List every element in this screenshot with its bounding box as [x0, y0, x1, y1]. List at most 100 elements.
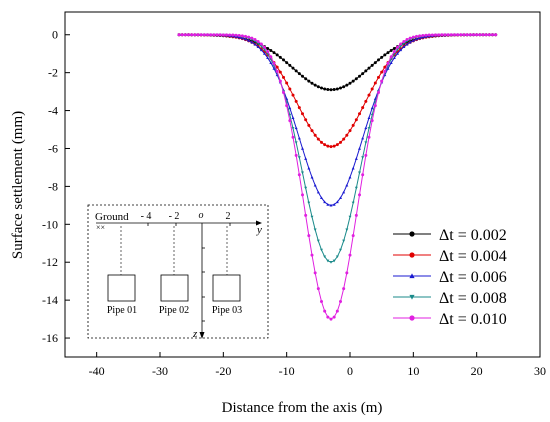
inset-tick-label: 2	[226, 211, 231, 222]
data-point	[221, 33, 225, 37]
series-path	[179, 34, 496, 91]
legend: Δt = 0.002 Δt = 0.004 Δt = 0.006 Δt = 0.008…	[393, 227, 507, 328]
data-point	[437, 33, 441, 37]
data-point	[240, 34, 244, 38]
data-point	[272, 61, 276, 65]
data-point	[456, 33, 460, 37]
data-point	[335, 309, 339, 313]
data-point	[256, 42, 260, 45]
data-point	[332, 259, 336, 263]
data-point	[310, 81, 314, 85]
data-point	[491, 33, 494, 37]
data-point	[323, 309, 327, 313]
legend-label: Δt = 0.004	[439, 248, 507, 265]
data-point	[326, 88, 330, 92]
y-tick-label: -4	[48, 104, 58, 118]
data-point	[272, 67, 276, 70]
inset-ground-hatch: ××	[96, 223, 105, 232]
data-point	[377, 58, 380, 62]
data-point	[313, 83, 317, 87]
data-point	[244, 37, 247, 41]
data-point	[364, 153, 368, 157]
data-point	[484, 33, 488, 37]
data-point	[335, 143, 339, 147]
data-point	[392, 56, 396, 60]
data-point	[358, 112, 361, 116]
y-tick-label: -10	[42, 217, 58, 231]
x-tick-label: -20	[215, 364, 231, 378]
data-point	[408, 36, 412, 40]
x-tick-label: 30	[534, 364, 546, 378]
inset-pipe-03	[212, 274, 241, 302]
data-point	[354, 186, 358, 190]
data-point	[339, 196, 342, 200]
data-point	[301, 171, 304, 175]
data-point	[402, 45, 406, 49]
inset-frame	[87, 204, 269, 339]
data-point	[307, 201, 311, 205]
data-point	[380, 70, 384, 74]
data-point	[339, 248, 342, 252]
data-point	[342, 239, 346, 243]
data-point	[199, 33, 203, 37]
data-point	[320, 140, 323, 144]
data-point	[294, 99, 298, 103]
data-point	[291, 93, 295, 97]
data-point	[323, 143, 327, 147]
data-point	[465, 33, 469, 37]
data-point	[313, 133, 317, 137]
data-point	[301, 74, 304, 78]
data-point	[206, 33, 209, 37]
data-point	[304, 213, 308, 217]
data-point	[361, 72, 365, 76]
inset-y-arrow	[256, 220, 262, 226]
data-point	[269, 61, 273, 65]
data-point	[275, 65, 279, 69]
data-point	[256, 39, 260, 43]
data-point	[377, 75, 380, 79]
data-point	[335, 255, 339, 259]
data-point	[307, 234, 311, 238]
data-point	[297, 72, 301, 76]
data-point	[449, 33, 453, 37]
inset-pipe-label: Pipe 01	[107, 305, 137, 316]
data-point	[373, 104, 377, 108]
data-point	[285, 81, 289, 85]
data-point	[228, 33, 232, 37]
inset-diagram: Ground ×× y - 4 - 2 o 2 z Pipe 01 Pipe 0…	[87, 204, 269, 340]
data-point	[190, 33, 194, 37]
data-point	[259, 42, 263, 46]
data-point	[332, 203, 336, 206]
data-point	[402, 39, 406, 43]
legend-label: Δt = 0.006	[439, 269, 507, 286]
data-point	[326, 315, 330, 319]
data-point	[275, 69, 279, 73]
data-point	[288, 113, 292, 117]
legend-label: Δt = 0.002	[439, 227, 507, 244]
y-tick-label: -16	[42, 331, 58, 345]
data-point	[304, 118, 308, 122]
data-point	[291, 135, 295, 139]
data-point	[301, 112, 304, 116]
data-point	[396, 52, 399, 55]
data-point	[383, 69, 387, 73]
data-point	[358, 74, 361, 78]
y-axis-label: Surface settlement (mm)	[10, 111, 26, 259]
data-point	[335, 200, 339, 204]
data-point	[269, 55, 273, 59]
inset-tick-label: - 2	[169, 211, 180, 222]
data-point	[409, 294, 415, 300]
data-point	[364, 99, 368, 103]
data-point	[342, 287, 346, 291]
data-point	[259, 48, 263, 52]
data-point	[487, 33, 491, 37]
data-point	[313, 271, 317, 275]
data-point	[354, 213, 358, 217]
data-point	[326, 144, 330, 148]
data-point	[329, 203, 333, 207]
data-point	[373, 61, 377, 65]
data-point	[367, 127, 371, 130]
data-point	[459, 33, 463, 37]
data-point	[415, 34, 418, 38]
